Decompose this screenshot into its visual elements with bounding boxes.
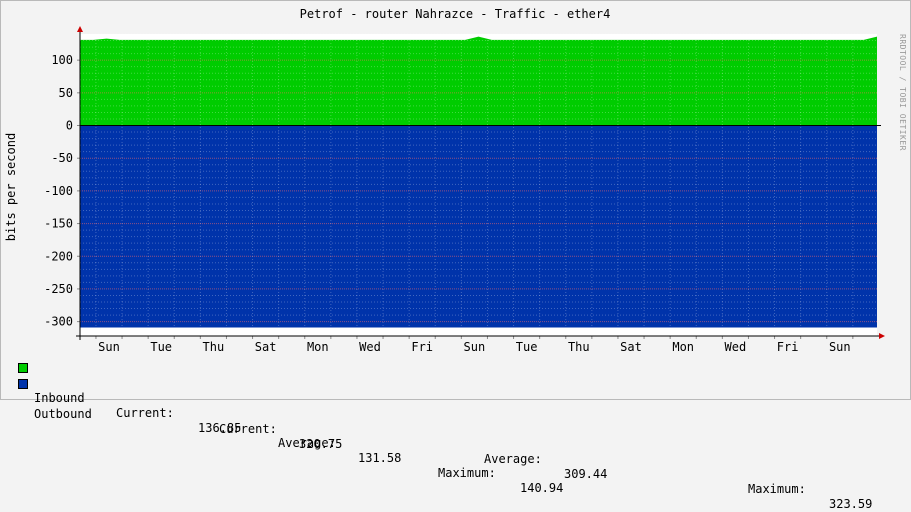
inbound-swatch <box>18 363 28 373</box>
x-tick-label: Fri <box>411 340 433 354</box>
x-tick-label: Sat <box>255 340 277 354</box>
x-tick-label: Wed <box>359 340 381 354</box>
y-axis-arrow <box>77 26 83 32</box>
x-tick-label: Fri <box>777 340 799 354</box>
inbound-maximum-label: Maximum: <box>438 466 496 480</box>
series-area-inbound <box>80 36 877 126</box>
x-tick-label: Thu <box>568 340 590 354</box>
legend-row-outbound: Outbound Current: 320.75 Average: 309.44… <box>18 377 898 511</box>
x-tick-label: Wed <box>725 340 747 354</box>
inbound-current-label: Current: <box>116 406 174 420</box>
chart-title: Petrof - router Nahrazce - Traffic - eth… <box>300 7 611 21</box>
rrd-traffic-chart: Petrof - router Nahrazce - Traffic - eth… <box>4 7 907 354</box>
outbound-current-label: Current: <box>219 422 277 436</box>
y-tick-label: -300 <box>44 315 73 329</box>
inbound-label: Inbound <box>34 391 85 405</box>
y-tick-label: -100 <box>44 184 73 198</box>
x-tick-label: Thu <box>203 340 225 354</box>
outbound-swatch <box>18 379 28 389</box>
outbound-average-value: 309.44 <box>564 467 608 481</box>
x-tick-label: Tue <box>516 340 538 354</box>
y-tick-label: 100 <box>51 53 73 67</box>
x-tick-label: Mon <box>307 340 329 354</box>
rrdtool-watermark: RRDTOOL / TOBI OETIKER <box>898 34 907 151</box>
x-tick-label: Tue <box>150 340 172 354</box>
outbound-current-value: 320.75 <box>299 437 343 451</box>
x-tick-label: Sun <box>98 340 120 354</box>
outbound-label: Outbound <box>34 407 92 421</box>
y-tick-label: 50 <box>59 86 73 100</box>
plot-area: 100 50 0 -50 -100 -150 -200 -250 -300 Sun Tue Thu Sa… <box>44 26 885 354</box>
series-area-outbound <box>80 125 877 328</box>
outbound-maximum-value: 323.59 <box>829 497 873 511</box>
y-tick-label: -250 <box>44 282 73 296</box>
legend-row-inbound: Inbound Current: 136.85 Average: 131.58 … <box>18 361 898 495</box>
x-tick-label: Sun <box>464 340 486 354</box>
inbound-maximum-value: 140.94 <box>520 481 564 495</box>
outbound-maximum-label: Maximum: <box>748 482 806 496</box>
outbound-average-label: Average: <box>484 452 542 466</box>
x-tick-label: Sat <box>620 340 642 354</box>
x-axis-arrow <box>879 333 885 339</box>
y-tick-label: -50 <box>51 151 73 165</box>
y-tick-label: -200 <box>44 249 73 263</box>
y-axis-label: bits per second <box>4 133 18 241</box>
y-tick-label: -150 <box>44 217 73 231</box>
y-tick-label: 0 <box>66 119 73 133</box>
x-tick-label: Mon <box>672 340 694 354</box>
x-tick-label: Sun <box>829 340 851 354</box>
inbound-average-value: 131.58 <box>358 451 402 465</box>
